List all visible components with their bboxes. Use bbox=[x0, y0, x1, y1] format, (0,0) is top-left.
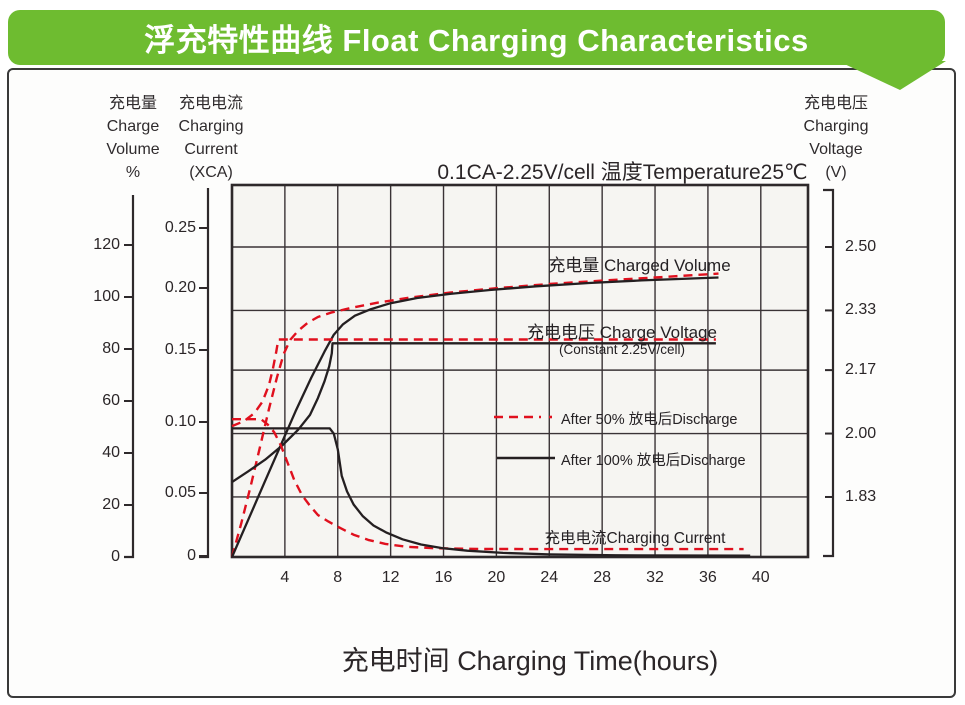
axis-line-voltage bbox=[823, 188, 835, 558]
page-title: 浮充特性曲线 Float Charging Characteristics bbox=[144, 23, 809, 58]
y-tick-voltage: 2.50 bbox=[845, 238, 877, 255]
banner-tail bbox=[838, 61, 946, 90]
x-axis-title: 充电时间 Charging Time(hours) bbox=[341, 646, 719, 676]
plot-border bbox=[230, 183, 810, 559]
curve-current_after_50 bbox=[232, 418, 744, 551]
axis-header-charge-volume: 充电量 Charge Volume % bbox=[78, 92, 188, 184]
y-tick-volume: 80 bbox=[102, 340, 120, 357]
y-tick-current: 0.05 bbox=[164, 484, 196, 501]
x-tick-hours: 12 bbox=[381, 569, 400, 586]
axis-header-charging-voltage: 充电电压 Charging Voltage (V) bbox=[781, 92, 891, 184]
axis-header-line: % bbox=[125, 164, 141, 181]
x-tick-hours: 4 bbox=[280, 569, 290, 586]
y-tick-voltage: 2.33 bbox=[845, 301, 877, 319]
curve-voltage_after_100 bbox=[231, 342, 716, 484]
label-charging-current: 充电电流Charging Current bbox=[544, 530, 726, 547]
axis-header-line: (XCA) bbox=[189, 164, 233, 181]
y-tick-volume: 120 bbox=[93, 236, 120, 253]
y-tick-volume: 0 bbox=[111, 548, 120, 565]
legend-after-50-discharge: After 50% 放电后Discharge bbox=[561, 412, 738, 428]
axis-header-line: 充电量 bbox=[108, 95, 157, 112]
x-tick-hours: 36 bbox=[699, 569, 717, 586]
curve-volume_after_50 bbox=[230, 272, 719, 558]
x-tick-hours: 40 bbox=[751, 569, 770, 586]
axis-header-line: Charge bbox=[106, 118, 160, 135]
chart-conditions-title: 0.1CA-2.25V/cell 温度Temperature25℃ bbox=[437, 161, 808, 184]
y-tick-voltage: 2.00 bbox=[845, 424, 877, 442]
label-charge-voltage-note: (Constant 2.25V/cell) bbox=[558, 342, 686, 357]
x-tick-hours: 8 bbox=[333, 569, 343, 586]
x-tick-hours: 32 bbox=[646, 569, 664, 586]
plot-area bbox=[232, 185, 808, 557]
x-tick-hours: 24 bbox=[540, 569, 559, 586]
y-tick-voltage: 2.17 bbox=[845, 361, 877, 379]
axis-header-line: 充电电压 bbox=[803, 95, 868, 112]
title-banner: 浮充特性曲线 Float Charging Characteristics bbox=[8, 10, 945, 65]
label-charged-volume: 充电量 Charged Volume bbox=[548, 256, 731, 275]
y-tick-current: 0.10 bbox=[164, 413, 196, 430]
x-tick-hours: 28 bbox=[593, 569, 612, 586]
label-charge-voltage: 充电电压 Charge Voltage bbox=[527, 323, 717, 342]
axis-header-line: Voltage bbox=[809, 141, 863, 158]
axis-header-line: Volume bbox=[106, 141, 160, 158]
y-tick-voltage: 1.83 bbox=[845, 487, 877, 505]
axis-line-volume bbox=[124, 195, 135, 559]
y-tick-volume: 100 bbox=[93, 288, 120, 305]
y-tick-volume: 20 bbox=[102, 496, 120, 513]
curve-current_after_100 bbox=[232, 427, 751, 557]
axis-header-line: Charging bbox=[178, 118, 244, 135]
legend-after-100-discharge: After 100% 放电后Discharge bbox=[561, 453, 746, 469]
y-tick-current: 0 bbox=[187, 547, 196, 564]
x-tick-hours: 16 bbox=[434, 569, 453, 586]
x-tick-hours: 20 bbox=[487, 569, 506, 586]
axis-header-line: 充电电流 bbox=[178, 95, 243, 112]
y-tick-current: 0.25 bbox=[164, 219, 196, 236]
y-tick-current: 0.15 bbox=[164, 341, 196, 358]
y-tick-volume: 60 bbox=[102, 392, 120, 409]
axis-header-line: Charging bbox=[803, 118, 869, 135]
axis-header-line: (V) bbox=[825, 164, 847, 181]
y-tick-volume: 40 bbox=[102, 444, 120, 461]
axis-header-line: Current bbox=[184, 141, 238, 158]
y-tick-current: 0.20 bbox=[164, 279, 196, 296]
axis-header-charging-current: 充电电流 Charging Current (XCA) bbox=[156, 92, 266, 184]
axis-line-current bbox=[199, 188, 210, 559]
